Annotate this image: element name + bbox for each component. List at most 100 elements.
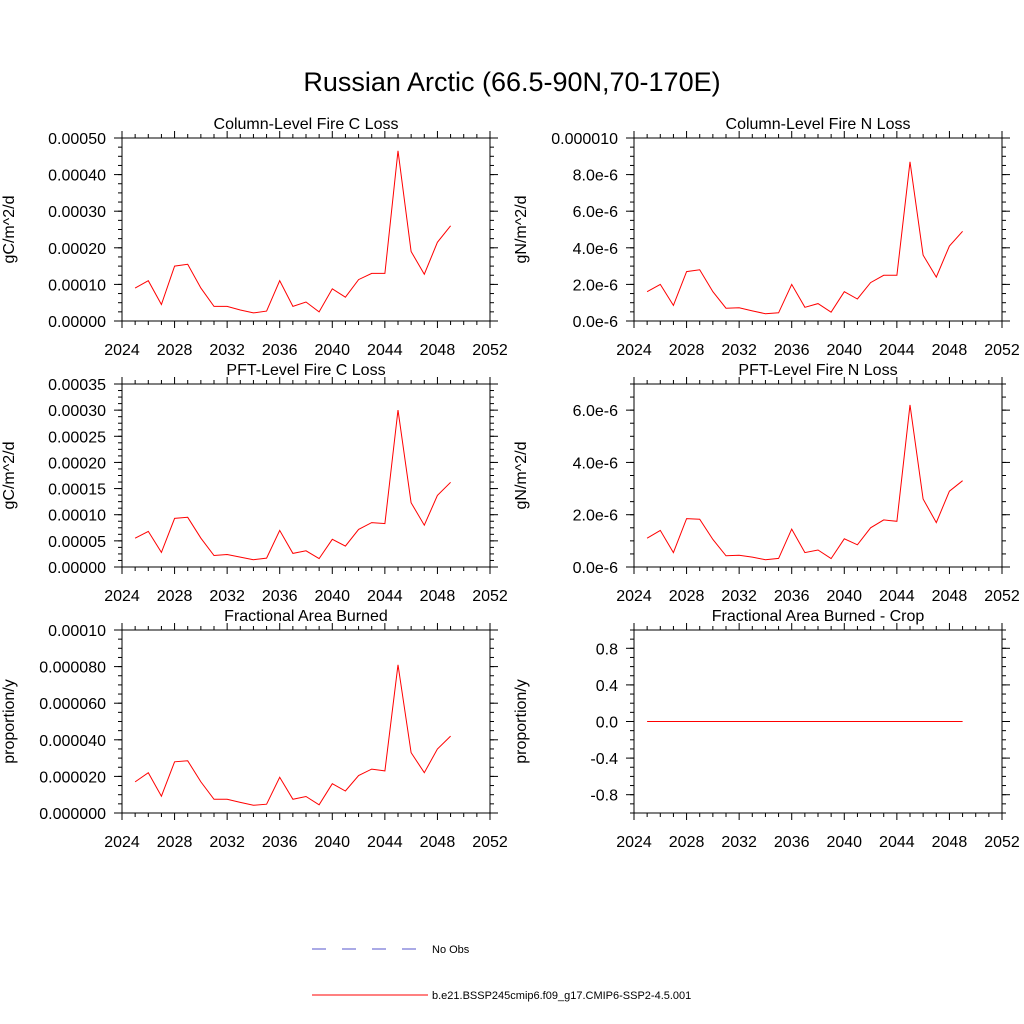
x-tick-label: 2048: [932, 588, 968, 605]
subplot-title: Column-Level Fire C Loss: [214, 116, 399, 133]
x-tick-label: 2024: [104, 342, 140, 359]
y-tick-label: 0.00010: [48, 623, 106, 640]
legend: No Obs b.e21.BSSP245cmip6.f09_g17.CMIP6-…: [312, 944, 691, 1002]
plot-frame: [121, 137, 491, 322]
x-tick-label: 2036: [262, 834, 298, 851]
series-line: [134, 664, 451, 806]
y-tick-label: 0.00020: [48, 455, 106, 472]
chart-panel: 2024 2028 2032 2036 2040 2044 2048 20520.000000…: [1, 608, 508, 851]
x-tick-label: 2024: [104, 588, 140, 605]
subplot-title: Fractional Area Burned - Crop: [712, 608, 925, 625]
y-axis-label: gC/m^2/d: [1, 196, 18, 264]
x-tick-label: 2048: [932, 834, 968, 851]
x-tick-label: 2052: [472, 342, 508, 359]
x-tick-label: 2028: [157, 342, 193, 359]
x-tick-label: 2040: [314, 342, 350, 359]
legend-label-model: b.e21.BSSP245cmip6.f09_g17.CMIP6-SSP2-4.…: [432, 990, 691, 1002]
x-tick-label: 2036: [774, 834, 810, 851]
x-tick-label: 2032: [721, 342, 757, 359]
y-tick-label: 6.0e-6: [573, 204, 618, 221]
y-tick-label: 4.0e-6: [573, 455, 618, 472]
x-tick-label: 2040: [826, 834, 862, 851]
y-tick-label: 0.000080: [39, 660, 106, 677]
y-tick-label: 0.00030: [48, 204, 106, 221]
x-tick-label: 2032: [209, 834, 245, 851]
y-tick-label: 0.0: [596, 715, 618, 732]
y-tick-label: 6.0e-6: [573, 403, 618, 420]
y-tick-label: 0.00000: [48, 314, 106, 331]
x-tick-label: 2040: [826, 342, 862, 359]
y-tick-label: 0.00015: [48, 482, 106, 499]
panels: 2024 2028 2032 2036 2040 2044 2048 20520.000000…: [1, 116, 1020, 851]
series-line: [134, 150, 451, 314]
series-line: [134, 410, 451, 561]
y-tick-label: 2.0e-6: [573, 508, 618, 525]
x-tick-label: 2036: [262, 342, 298, 359]
x-tick-label: 2044: [367, 834, 403, 851]
x-tick-label: 2036: [774, 588, 810, 605]
chart-panel: 2024 2028 2032 2036 2040 2044 2048 2052 -0.8 -0.4…: [513, 608, 1020, 851]
y-tick-label: 8.0e-6: [573, 168, 618, 185]
plot-frame: [121, 629, 491, 814]
x-tick-label: 2028: [157, 588, 193, 605]
y-tick-label: 0.00000: [48, 560, 106, 577]
x-tick-label: 2032: [209, 588, 245, 605]
plot-frame: [633, 383, 1003, 568]
x-tick-label: 2052: [472, 588, 508, 605]
y-tick-label: 0.00005: [48, 534, 106, 551]
y-axis-label: proportion/y: [513, 679, 530, 764]
y-tick-label: 0.000020: [39, 769, 106, 786]
x-tick-label: 2044: [367, 588, 403, 605]
subplot-title: Column-Level Fire N Loss: [726, 116, 911, 133]
series-line: [646, 404, 963, 561]
x-tick-label: 2032: [721, 834, 757, 851]
x-tick-label: 2048: [420, 588, 456, 605]
y-axis-label: gC/m^2/d: [1, 442, 18, 510]
x-tick-label: 2052: [984, 834, 1020, 851]
x-tick-label: 2024: [616, 342, 652, 359]
x-tick-label: 2044: [879, 588, 915, 605]
y-tick-label: 0.0e-6: [573, 314, 618, 331]
y-axis-label: gN/m^2/d: [513, 196, 530, 264]
figure-title: Russian Arctic (66.5-90N,70-170E): [303, 67, 720, 97]
x-tick-label: 2040: [826, 588, 862, 605]
y-tick-label: 0.000060: [39, 696, 106, 713]
chart-panel: 2024 2028 2032 2036 2040 2044 2048 2052 0.0e-6 2.…: [513, 116, 1020, 359]
y-axis-label: gN/m^2/d: [513, 442, 530, 510]
y-axis-label: proportion/y: [1, 679, 18, 764]
y-tick-label: 0.000000: [39, 806, 106, 823]
x-tick-label: 2040: [314, 588, 350, 605]
subplot-title: Fractional Area Burned: [224, 608, 388, 625]
y-tick-label: 0.000040: [39, 733, 106, 750]
subplot-title: PFT-Level Fire N Loss: [738, 362, 897, 379]
x-tick-label: 2052: [984, 588, 1020, 605]
x-tick-label: 2028: [669, 342, 705, 359]
y-tick-label: 0.00035: [48, 377, 106, 394]
x-tick-label: 2024: [616, 588, 652, 605]
chart-panel: 2024 2028 2032 2036 2040 2044 2048 2052 0.0e-6 2.…: [513, 362, 1020, 605]
series-line: [646, 161, 963, 315]
x-tick-label: 2052: [472, 834, 508, 851]
x-tick-label: 2044: [367, 342, 403, 359]
x-tick-label: 2024: [616, 834, 652, 851]
subplot-title: PFT-Level Fire C Loss: [226, 362, 385, 379]
y-tick-label: 0.8: [596, 641, 618, 658]
chart-panel: 2024 2028 2032 2036 2040 2044 2048 20520.000000…: [1, 116, 508, 359]
y-tick-label: 0.00030: [48, 403, 106, 420]
y-tick-label: -0.8: [590, 788, 618, 805]
x-tick-label: 2028: [157, 834, 193, 851]
y-tick-label: 0.00010: [48, 277, 106, 294]
x-tick-label: 2036: [262, 588, 298, 605]
plot-frame: [121, 383, 491, 568]
y-tick-label: 0.00010: [48, 508, 106, 525]
x-tick-label: 2052: [984, 342, 1020, 359]
y-tick-label: 0.00050: [48, 131, 106, 148]
plot-frame: [633, 137, 1003, 322]
y-tick-label: -0.4: [590, 751, 618, 768]
x-tick-label: 2044: [879, 342, 915, 359]
y-tick-label: 0.00025: [48, 429, 106, 446]
x-tick-label: 2028: [669, 588, 705, 605]
x-tick-label: 2028: [669, 834, 705, 851]
x-tick-label: 2048: [420, 342, 456, 359]
